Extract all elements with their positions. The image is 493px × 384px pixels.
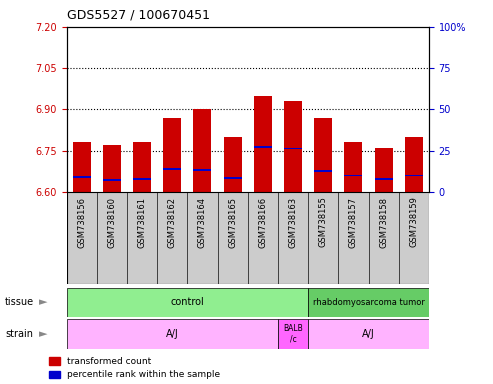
Bar (284, 101, 302, 192)
Bar (223, 177, 242, 179)
Bar (338, 192, 368, 284)
Bar (344, 142, 362, 192)
Text: ►: ► (39, 297, 48, 308)
Text: A/J: A/J (362, 329, 375, 339)
Bar (133, 178, 151, 180)
Bar (72, 142, 91, 192)
Bar (127, 192, 157, 284)
Text: rhabdomyosarcoma tumor: rhabdomyosarcoma tumor (313, 298, 424, 307)
Bar (375, 178, 392, 180)
Bar (375, 148, 392, 192)
Legend: transformed count, percentile rank within the sample: transformed count, percentile rank withi… (49, 357, 220, 379)
Text: GSM738164: GSM738164 (198, 197, 207, 248)
Bar (187, 192, 217, 284)
Bar (193, 109, 211, 192)
Text: GSM738159: GSM738159 (409, 197, 419, 247)
Bar (254, 146, 272, 148)
Bar (254, 96, 272, 192)
Bar (67, 288, 308, 317)
Bar (67, 319, 278, 349)
Bar (248, 192, 278, 284)
Text: GSM738165: GSM738165 (228, 197, 237, 248)
Bar (405, 137, 423, 192)
Bar (314, 118, 332, 192)
Text: A/J: A/J (166, 329, 178, 339)
Text: GSM738158: GSM738158 (379, 197, 388, 248)
Bar (223, 137, 242, 192)
Bar (67, 192, 97, 284)
Bar (284, 147, 302, 149)
Text: BALB
/c: BALB /c (283, 324, 303, 344)
Text: GSM738162: GSM738162 (168, 197, 177, 248)
Bar (405, 174, 423, 177)
Text: tissue: tissue (5, 297, 34, 308)
Bar (308, 192, 338, 284)
Text: GSM738157: GSM738157 (349, 197, 358, 248)
Bar (157, 192, 187, 284)
Text: strain: strain (5, 329, 33, 339)
Bar (97, 192, 127, 284)
Bar (314, 170, 332, 172)
Bar (163, 169, 181, 170)
Bar (368, 192, 399, 284)
Text: GSM738163: GSM738163 (288, 197, 298, 248)
Bar (133, 142, 151, 192)
Bar (103, 145, 121, 192)
Bar (308, 319, 429, 349)
Bar (163, 118, 181, 192)
Bar (103, 179, 121, 180)
Text: control: control (171, 297, 204, 308)
Bar (72, 176, 91, 178)
Text: GSM738156: GSM738156 (77, 197, 86, 248)
Text: GSM738155: GSM738155 (318, 197, 328, 247)
Bar (399, 192, 429, 284)
Bar (344, 174, 362, 177)
Text: GDS5527 / 100670451: GDS5527 / 100670451 (67, 8, 210, 21)
Bar (193, 169, 211, 171)
Bar (278, 319, 308, 349)
Bar (278, 192, 308, 284)
Text: ►: ► (39, 329, 48, 339)
Bar (217, 192, 247, 284)
Text: GSM738160: GSM738160 (107, 197, 116, 248)
Bar (308, 288, 429, 317)
Text: GSM738166: GSM738166 (258, 197, 267, 248)
Text: GSM738161: GSM738161 (138, 197, 146, 248)
